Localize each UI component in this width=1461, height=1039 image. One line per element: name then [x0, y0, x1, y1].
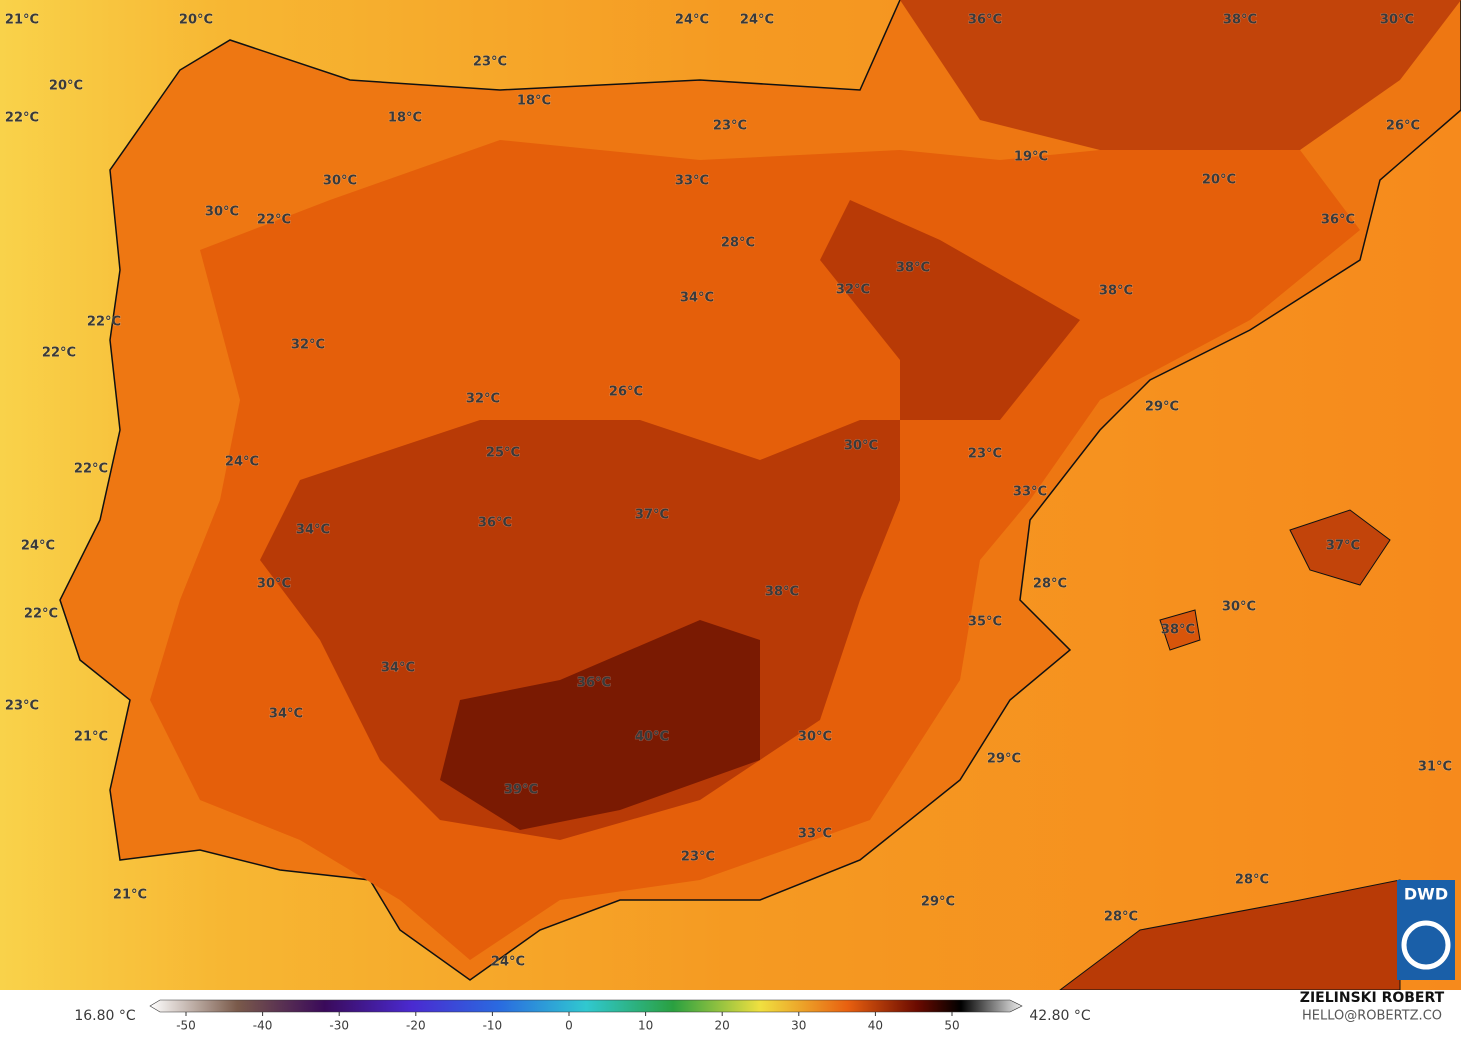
france: [900, 0, 1461, 150]
temp-label: 21°C: [74, 730, 108, 745]
temp-label: 28°C: [1104, 910, 1138, 925]
colorbar-tick-label: -30: [329, 1019, 349, 1033]
temp-label: 30°C: [257, 577, 291, 592]
temp-label: 37°C: [1326, 539, 1360, 554]
temp-label: 31°C: [1418, 760, 1452, 775]
temp-label: 37°C: [635, 508, 669, 523]
temp-label: 21°C: [5, 13, 39, 28]
temp-label: 23°C: [713, 119, 747, 134]
temp-label: 24°C: [21, 539, 55, 554]
temp-label: 24°C: [740, 13, 774, 28]
temp-label: 26°C: [1386, 119, 1420, 134]
temp-label: 29°C: [921, 895, 955, 910]
temp-label: 36°C: [1321, 213, 1355, 228]
temp-label: 22°C: [87, 315, 121, 330]
logo-text: DWD: [1404, 885, 1448, 904]
temp-label: 22°C: [24, 607, 58, 622]
temp-label: 26°C: [609, 385, 643, 400]
colorbar-tick-label: -40: [253, 1019, 273, 1033]
temp-label: 18°C: [388, 111, 422, 126]
colorbar-tick-label: 40: [868, 1019, 883, 1033]
temp-label: 21°C: [113, 888, 147, 903]
temp-label: 29°C: [1145, 400, 1179, 415]
colorbar-tick-label: -10: [483, 1019, 503, 1033]
temp-label: 18°C: [517, 94, 551, 109]
temp-label: 38°C: [1223, 13, 1257, 28]
temp-label: 34°C: [296, 523, 330, 538]
temp-label: 24°C: [225, 455, 259, 470]
ibiza: [1159, 609, 1201, 651]
temp-label: 32°C: [466, 392, 500, 407]
temp-label: 34°C: [269, 707, 303, 722]
temp-label: 20°C: [1202, 173, 1236, 188]
temp-label: 22°C: [257, 213, 291, 228]
temp-label: 23°C: [473, 55, 507, 70]
temp-label: 20°C: [49, 79, 83, 94]
colorbar-tick-label: 20: [715, 1019, 730, 1033]
temp-label: 22°C: [42, 346, 76, 361]
temp-label: 23°C: [681, 850, 715, 865]
temp-label: 34°C: [680, 291, 714, 306]
contact: HELLO@ROBERTZ.CO: [1302, 1009, 1442, 1024]
temp-label: 38°C: [1161, 623, 1195, 638]
logo-swirl: [1401, 920, 1451, 970]
temp-label: 36°C: [968, 13, 1002, 28]
temp-label: 38°C: [896, 261, 930, 276]
author: ZIELINSKI ROBERT: [1300, 990, 1445, 1006]
temp-label: 28°C: [1235, 873, 1269, 888]
temp-label: 39°C: [504, 783, 538, 798]
colorbar-min: 16.80 °C: [74, 1008, 136, 1024]
temp-label: 22°C: [74, 462, 108, 477]
temp-label: 36°C: [577, 676, 611, 691]
temp-label: 30°C: [1380, 13, 1414, 28]
hottest-zone: [440, 620, 760, 830]
colorbar-tick-label: 0: [565, 1019, 573, 1033]
temp-label: 30°C: [1222, 600, 1256, 615]
temp-label: 33°C: [1013, 485, 1047, 500]
colorbar-tick-label: -20: [406, 1019, 426, 1033]
temp-label: 38°C: [1099, 284, 1133, 299]
temp-label: 20°C: [179, 13, 213, 28]
temp-label: 28°C: [721, 236, 755, 251]
temp-label: 23°C: [968, 447, 1002, 462]
temp-label: 38°C: [765, 585, 799, 600]
temp-label: 40°C: [635, 730, 669, 745]
temp-label: 30°C: [798, 730, 832, 745]
colorbar-tick-label: 30: [791, 1019, 806, 1033]
temp-label: 24°C: [491, 955, 525, 970]
temp-label: 29°C: [987, 752, 1021, 767]
colorbar-tick-label: 50: [944, 1019, 959, 1033]
mallorca: [1289, 509, 1391, 586]
colorbar-tick-label: -50: [176, 1019, 196, 1033]
temp-label: 28°C: [1033, 577, 1067, 592]
temp-label: 19°C: [1014, 150, 1048, 165]
temp-label: 30°C: [205, 205, 239, 220]
temp-label: 23°C: [5, 699, 39, 714]
temp-label: 24°C: [675, 13, 709, 28]
temp-label: 34°C: [381, 661, 415, 676]
temp-label: 35°C: [968, 615, 1002, 630]
temp-label: 30°C: [323, 174, 357, 189]
temp-label: 33°C: [675, 174, 709, 189]
colorbar-ticks: -50 -40 -30 -20 -10 0 10 20 30 40 50: [176, 1012, 960, 1033]
labels: 21°C 20°C 24°C 24°C 36°C 38°C 30°C 23°C 20°C 18°C…: [4, 12, 1452, 970]
footer: [0, 990, 1461, 1035]
colorbar-max: 42.80 °C: [1029, 1008, 1091, 1024]
temp-label: 25°C: [486, 446, 520, 461]
temp-label: 33°C: [798, 827, 832, 842]
hot-zone: [260, 200, 1080, 840]
temp-label: 22°C: [5, 111, 39, 126]
temp-label: 32°C: [836, 283, 870, 298]
colorbar: [149, 999, 1023, 1013]
temp-label: 32°C: [291, 338, 325, 353]
colorbar-tick-label: 10: [638, 1019, 653, 1033]
temp-label: 36°C: [478, 516, 512, 531]
temp-label: 30°C: [844, 439, 878, 454]
